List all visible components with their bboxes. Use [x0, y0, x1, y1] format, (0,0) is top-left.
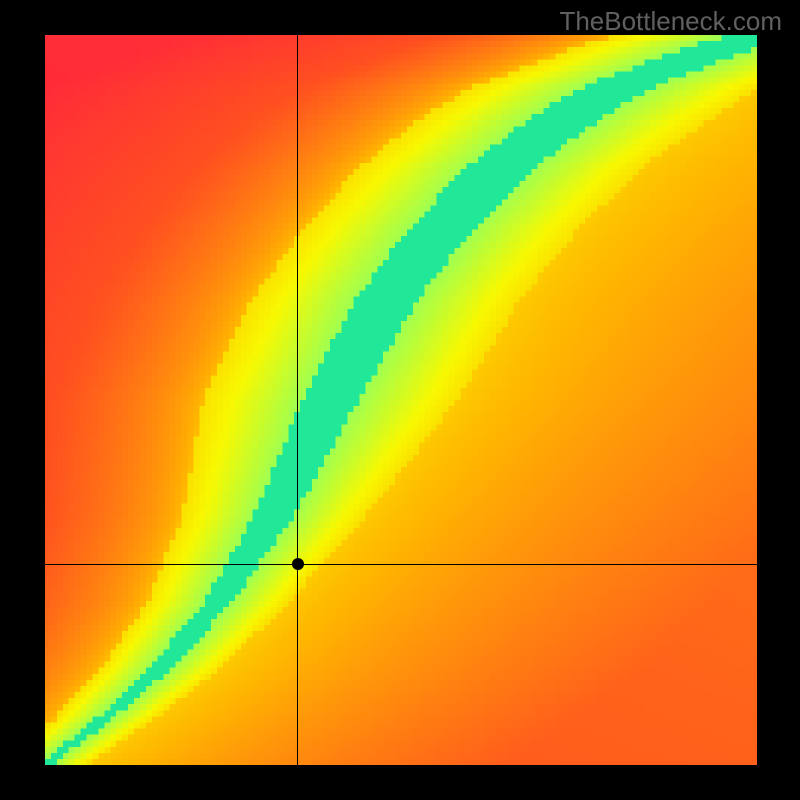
watermark-text: TheBottleneck.com [559, 6, 782, 37]
chart-container: TheBottleneck.com [0, 0, 800, 800]
crosshair-vertical [297, 35, 298, 765]
marker-dot [292, 558, 304, 570]
crosshair-horizontal [45, 564, 757, 565]
bottleneck-heatmap [45, 35, 757, 765]
